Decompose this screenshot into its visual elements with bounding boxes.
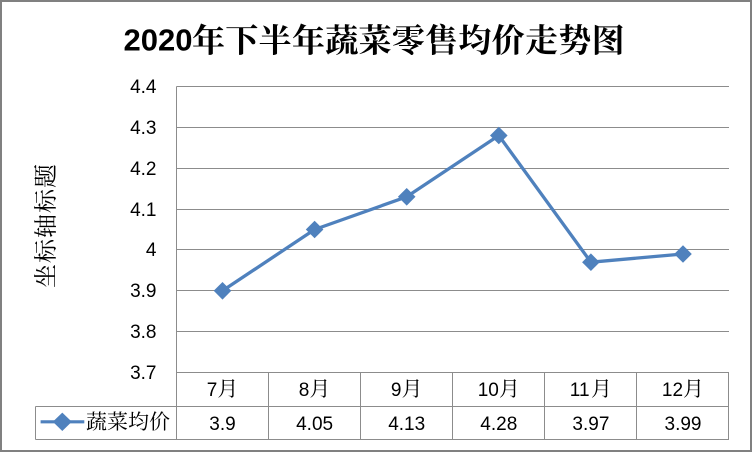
svg-text:9: 9 <box>391 380 402 401</box>
svg-text:12: 12 <box>662 380 683 401</box>
svg-text:4.1: 4.1 <box>130 200 156 221</box>
svg-text:4.28: 4.28 <box>480 414 517 435</box>
svg-text:4.3: 4.3 <box>130 118 156 139</box>
svg-text:4.2: 4.2 <box>130 159 156 180</box>
svg-text:4: 4 <box>146 240 157 261</box>
svg-text:11: 11 <box>570 380 590 401</box>
svg-text:3.9: 3.9 <box>209 414 235 435</box>
svg-text:8: 8 <box>299 380 310 401</box>
svg-text:2020: 2020 <box>124 23 193 58</box>
svg-text:3.99: 3.99 <box>665 414 702 435</box>
svg-text:3.97: 3.97 <box>572 414 609 435</box>
svg-text:3.9: 3.9 <box>130 281 156 302</box>
svg-text:3.8: 3.8 <box>130 322 156 343</box>
svg-text:7: 7 <box>207 380 218 401</box>
svg-text:4.13: 4.13 <box>388 414 425 435</box>
svg-text:4.4: 4.4 <box>130 77 157 98</box>
svg-text:3.7: 3.7 <box>130 363 156 384</box>
svg-text:4.05: 4.05 <box>296 414 333 435</box>
svg-text:10: 10 <box>478 380 499 401</box>
